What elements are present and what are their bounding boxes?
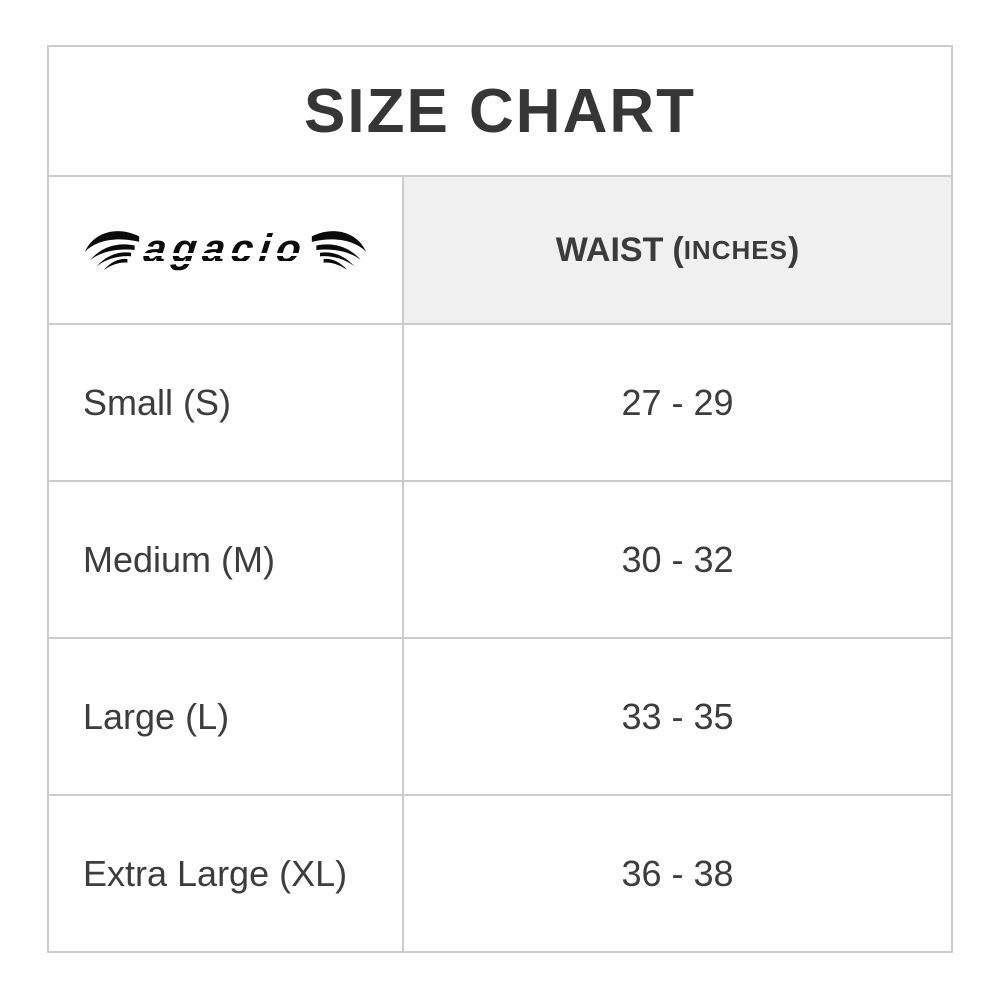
- waist-header-label: WAIST: [555, 230, 664, 269]
- waist-value-small: 27 - 29: [402, 323, 951, 480]
- waist-value-medium: 30 - 32: [402, 480, 951, 637]
- size-chart-table: SIZE CHART agacio WAIST(INCHES) Small (S…: [47, 45, 953, 953]
- size-label-large: Large (L): [49, 637, 402, 794]
- paren-close: ): [787, 230, 800, 269]
- wing-right-icon: [311, 231, 367, 270]
- brand-logo-text: agacio: [141, 227, 310, 271]
- waist-header-unit: INCHES: [683, 234, 788, 265]
- waist-value-large: 33 - 35: [402, 637, 951, 794]
- paren-open: (: [672, 230, 684, 269]
- brand-cell: agacio: [49, 175, 402, 323]
- waist-header-cell: WAIST(INCHES): [402, 175, 951, 323]
- size-label-small: Small (S): [49, 323, 402, 480]
- brand-logo: agacio: [83, 227, 368, 273]
- size-label-xlarge: Extra Large (XL): [49, 794, 402, 951]
- size-label-medium: Medium (M): [49, 480, 402, 637]
- wing-left-icon: [84, 231, 140, 270]
- page-title: SIZE CHART: [304, 76, 696, 146]
- waist-value-xlarge: 36 - 38: [402, 794, 951, 951]
